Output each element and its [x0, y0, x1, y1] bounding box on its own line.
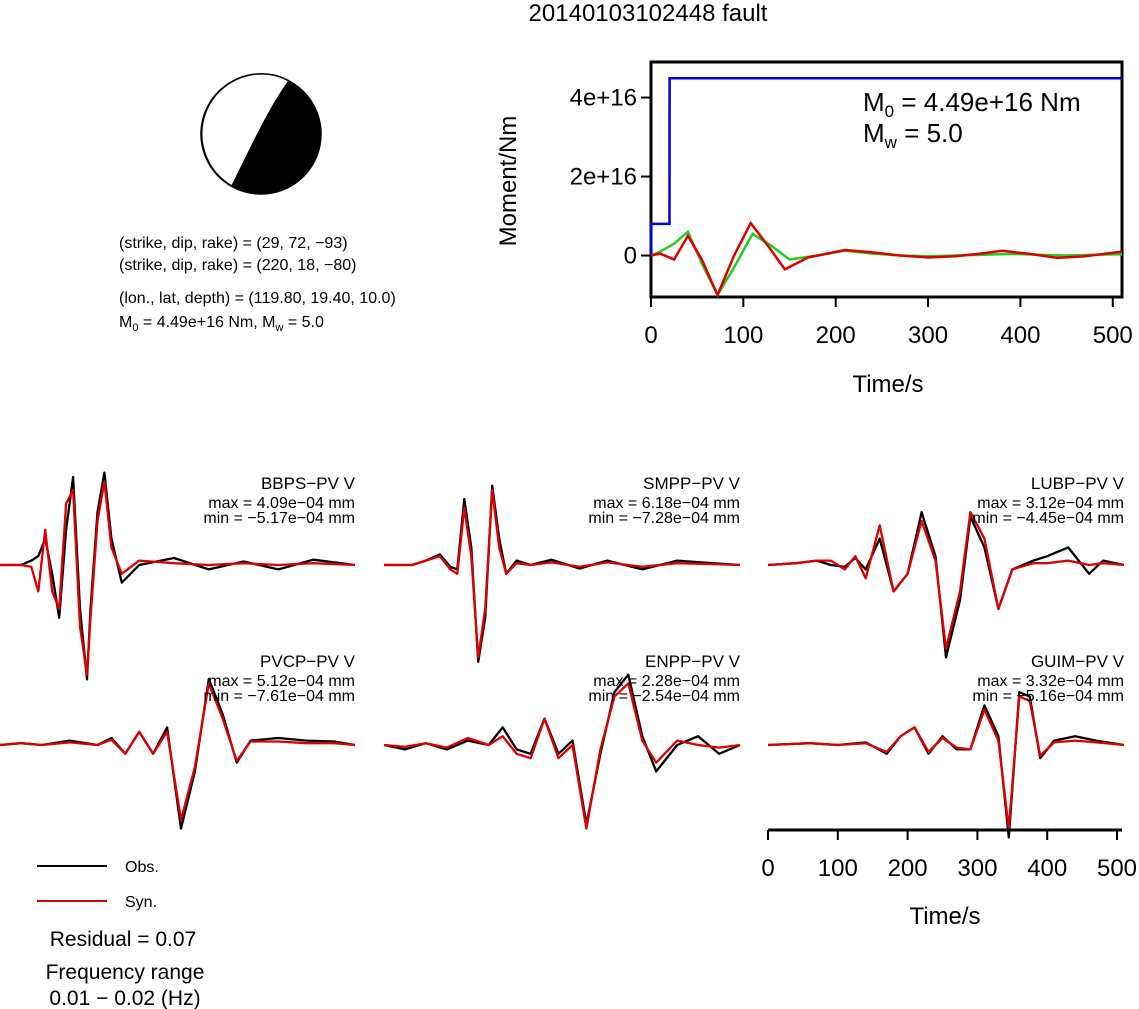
waveform-min-label: min = −7.61e−04 mm — [203, 688, 355, 705]
moment-annotation-mw: Mw = 5.0 — [863, 118, 963, 152]
waveform-station-label: LUBP−PV V — [1031, 474, 1125, 493]
waveform-max-label: max = 3.32e−04 mm — [977, 673, 1124, 690]
waveform-max-label: max = 4.09e−04 mm — [208, 495, 355, 512]
moment-x-tick-label: 100 — [723, 322, 763, 349]
waveform-min-label: min = −2.54e−04 mm — [588, 688, 740, 705]
moment-chart: 0 2e+16 4e+16 0 100 200 300 400 500 M0 = 4.49e+… — [495, 60, 1133, 398]
waveform-x-tick-label: 100 — [818, 855, 858, 882]
moment-x-tick-label: 300 — [908, 322, 948, 349]
moment-plot-frame — [649, 60, 1124, 299]
waveform-min-label: min = −5.17e−04 mm — [203, 510, 355, 527]
waveform-min-label: min = −4.45e−04 mm — [972, 510, 1124, 527]
waveform-obs — [767, 691, 1125, 839]
waveform-max-label: max = 6.18e−04 mm — [593, 495, 740, 512]
waveform-station-label: PVCP−PV V — [260, 652, 356, 671]
legend-obs-label: Obs. — [125, 859, 159, 876]
waveform-syn — [767, 511, 1125, 650]
moment-series-2 — [650, 220, 1123, 299]
waveform-max-label: max = 3.12e−04 mm — [977, 495, 1124, 512]
waveform-max-label: max = 2.28e−04 mm — [593, 673, 740, 690]
residual-text: Residual = 0.07 — [50, 928, 197, 951]
moment-x-tick-label: 500 — [1093, 322, 1133, 349]
moment-y-tick-label: 2e+16 — [570, 164, 637, 191]
moment-text: M0 = 4.49e+16 Nm, Mw = 5.0 — [119, 314, 324, 334]
waveform-syn — [384, 489, 741, 659]
waveform-syn — [0, 682, 356, 821]
waveform-x-tick-label: 200 — [888, 855, 928, 882]
moment-x-label: Time/s — [852, 371, 923, 398]
moment-y-tick-label: 0 — [624, 243, 637, 270]
waveform-station-label: SMPP−PV V — [643, 474, 741, 493]
waveform-x-tick-label: 300 — [957, 855, 997, 882]
waveform-x-tick-label: 400 — [1027, 855, 1067, 882]
waveform-station-label: GUIM−PV V — [1031, 652, 1125, 671]
waveform-station-label: BBPS−PV V — [261, 474, 356, 493]
moment-series-0 — [649, 76, 1122, 256]
legend: Obs. Syn. — [37, 859, 159, 911]
moment-y-tick-label: 4e+16 — [570, 85, 637, 112]
waveform-syn — [767, 695, 1125, 830]
waveform-time-axis: 0 100 200 300 400 500 Time/s — [761, 828, 1137, 930]
plane-1-text: (strike, dip, rake) = (29, 72, −93) — [119, 235, 348, 252]
location-text: (lon., lat, depth) = (119.80, 19.40, 10.… — [119, 290, 396, 307]
waveform-x-tick-label: 0 — [761, 855, 774, 882]
waveform-x-tick-label: 500 — [1097, 855, 1137, 882]
waveform-syn — [383, 682, 741, 830]
moment-annotation-m0: M0 = 4.49e+16 Nm — [863, 87, 1081, 121]
beachball-white-region — [200, 73, 291, 188]
waveform-obs — [383, 673, 741, 826]
waveform-syn — [0, 480, 356, 677]
waveform-min-label: min = −7.28e−04 mm — [588, 510, 740, 527]
beachball — [200, 73, 322, 195]
frequency-range-value: 0.01 − 0.02 (Hz) — [49, 987, 200, 1009]
waveform-station-label: ENPP−PV V — [645, 652, 741, 671]
waveform-obs — [767, 511, 1125, 659]
waveform-max-label: max = 5.12e−04 mm — [208, 673, 355, 690]
moment-x-tick-label: 400 — [1000, 322, 1040, 349]
figure-title: 20140103102448 fault — [529, 0, 768, 27]
moment-x-tick-label: 200 — [816, 322, 856, 349]
waveform-min-label: min = −5.16e−04 mm — [972, 688, 1124, 705]
moment-y-label: Moment/Nm — [495, 116, 522, 247]
waveform-x-label: Time/s — [909, 903, 980, 930]
frequency-range-title: Frequency range — [46, 961, 205, 984]
legend-syn-label: Syn. — [125, 894, 157, 911]
moment-x-tick-label: 0 — [644, 322, 657, 349]
plane-2-text: (strike, dip, rake) = (220, 18, −80) — [119, 257, 356, 274]
